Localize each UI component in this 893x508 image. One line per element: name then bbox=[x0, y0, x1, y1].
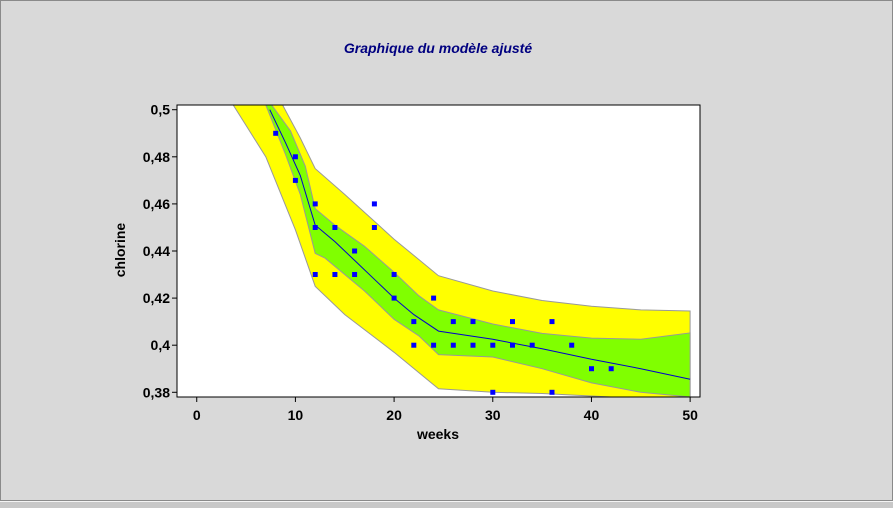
x-tick-label: 10 bbox=[288, 407, 304, 423]
bottom-scroll-bar[interactable] bbox=[0, 501, 893, 508]
y-tick-label: 0,48 bbox=[143, 149, 170, 165]
data-point bbox=[549, 319, 555, 325]
data-point bbox=[490, 342, 496, 348]
data-point bbox=[292, 154, 298, 160]
data-point bbox=[352, 248, 358, 254]
data-point bbox=[411, 342, 417, 348]
data-point bbox=[292, 177, 298, 183]
data-point bbox=[312, 225, 318, 230]
data-point bbox=[470, 342, 476, 348]
data-point bbox=[371, 201, 377, 207]
data-point bbox=[371, 225, 377, 230]
points-group bbox=[273, 130, 614, 395]
y-axis: 0,38 0,4 0,42 0,44 0,46 0,48 0,5 bbox=[143, 102, 177, 400]
data-point bbox=[589, 366, 594, 372]
data-point bbox=[510, 319, 515, 325]
y-tick-label: 0,46 bbox=[143, 196, 170, 212]
y-tick-label: 0,42 bbox=[143, 290, 170, 306]
data-point bbox=[391, 272, 397, 277]
bands-group bbox=[232, 105, 691, 397]
y-tick-label: 0,38 bbox=[143, 384, 170, 400]
data-point bbox=[569, 342, 575, 348]
data-point bbox=[431, 295, 437, 301]
x-tick-label: 20 bbox=[386, 407, 402, 423]
x-tick-label: 0 bbox=[193, 407, 201, 423]
prediction-band bbox=[232, 105, 691, 397]
data-point bbox=[411, 319, 417, 325]
x-tick-label: 40 bbox=[584, 407, 600, 423]
data-point bbox=[470, 319, 476, 325]
data-point bbox=[529, 342, 535, 348]
y-tick-label: 0,5 bbox=[151, 102, 171, 118]
data-point bbox=[608, 366, 614, 372]
data-point bbox=[332, 225, 338, 230]
x-tick-label: 50 bbox=[682, 407, 698, 423]
data-point bbox=[273, 130, 279, 136]
data-point bbox=[431, 342, 437, 348]
data-point bbox=[490, 389, 496, 395]
data-point bbox=[391, 295, 397, 301]
x-tick-label: 30 bbox=[485, 407, 501, 423]
confidence-band bbox=[265, 105, 691, 397]
data-point bbox=[312, 201, 318, 207]
x-axis-label: weeks bbox=[416, 426, 459, 442]
data-point bbox=[312, 272, 318, 277]
data-point bbox=[352, 272, 358, 277]
data-point bbox=[549, 389, 555, 395]
data-point bbox=[450, 342, 456, 348]
data-point bbox=[450, 319, 456, 325]
chart-title: Graphique du modèle ajusté bbox=[344, 40, 532, 56]
data-point bbox=[510, 342, 515, 348]
y-tick-label: 0,44 bbox=[143, 243, 170, 259]
data-point bbox=[332, 272, 338, 277]
y-axis-label: chlorine bbox=[112, 223, 128, 278]
y-tick-label: 0,4 bbox=[151, 337, 171, 353]
x-axis: 0 10 20 30 40 50 bbox=[193, 397, 698, 423]
